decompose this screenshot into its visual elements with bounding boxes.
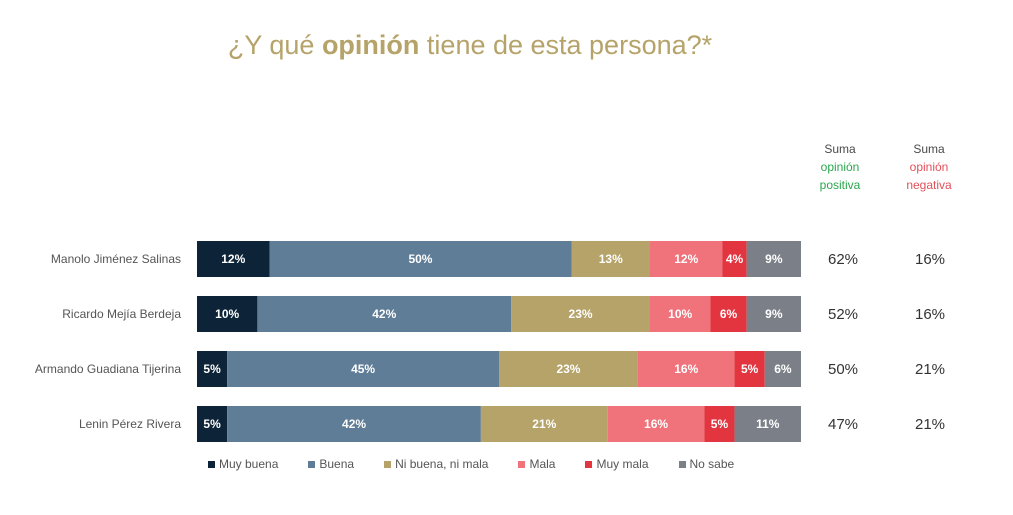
data-label: 23% [569, 307, 593, 321]
category-label: Armando Guadiana Tijerina [35, 362, 181, 376]
bar-segment-ni-buena-ni-mala [571, 241, 650, 277]
negative-header-line3: negativa [906, 178, 952, 192]
negative-header-line1: Suma [913, 142, 945, 156]
bar-segment-muy-buena [197, 241, 270, 277]
data-label: 42% [372, 307, 396, 321]
legend-item-buena: Buena [308, 457, 354, 471]
data-label: 10% [668, 307, 692, 321]
legend-swatch [384, 460, 392, 468]
legend-item-muy-buena: Muy buena [208, 457, 278, 471]
data-label: 12% [221, 252, 245, 266]
legend-item-mala: Mala [518, 457, 555, 471]
bar-segment-ni-buena-ni-mala [480, 406, 608, 442]
title-prefix: ¿Y qué [227, 30, 315, 60]
negative-sum-value: 16% [915, 251, 945, 268]
bar-segment-ni-buena-ni-mala [511, 296, 650, 332]
data-label: 23% [556, 362, 580, 376]
data-label: 6% [774, 362, 792, 376]
negative-header-line2: opinión [909, 160, 949, 174]
bar-segment-mala [637, 351, 735, 387]
data-label: 12% [674, 252, 698, 266]
data-label: 16% [644, 417, 668, 431]
bar-segment-muy-mala [722, 241, 747, 277]
legend-label: Mala [529, 457, 556, 471]
bar-segment-muy-mala [710, 296, 747, 332]
bar-segment-muy-mala [704, 406, 735, 442]
title-suffix: tiene de esta persona?* [426, 30, 713, 60]
legend-swatch [208, 460, 215, 468]
positive-header-line3: positiva [819, 178, 861, 192]
data-label: 16% [674, 362, 698, 376]
data-label: 11% [756, 417, 780, 431]
legend-item-muy-mala: Muy mala [585, 457, 649, 471]
bar-segment-no-sabe [764, 351, 801, 387]
legend-label: Ni buena, ni mala [395, 457, 489, 471]
legend-swatch [678, 460, 686, 468]
data-label: 4% [726, 252, 744, 266]
negative-sum-header: Suma opinión negativa [889, 140, 969, 194]
category-label: Manolo Jiménez Salinas [51, 252, 181, 266]
positive-sum-value: 47% [828, 416, 858, 433]
legend-label: No sabe [689, 457, 735, 471]
positive-header-line1: Suma [824, 142, 856, 156]
legend-item-no-sabe: No sabe [678, 457, 735, 471]
data-label: 5% [741, 362, 759, 376]
bar-segment-muy-buena [197, 351, 228, 387]
negative-sum-value: 21% [915, 361, 945, 378]
bar-segment-no-sabe [746, 296, 801, 332]
bar-segment-buena [227, 351, 499, 387]
legend-item-ni-buena-ni-mala: Ni buena, ni mala [384, 457, 488, 471]
data-label: 42% [342, 417, 366, 431]
bar-segment-no-sabe [746, 241, 801, 277]
positive-header-line2: opinión [820, 160, 860, 174]
category-label: Ricardo Mejía Berdeja [62, 307, 181, 321]
legend-swatch [308, 460, 316, 468]
negative-sum-value: 16% [915, 306, 945, 323]
category-label: Lenin Pérez Rivera [79, 417, 181, 431]
legend-label: Buena [319, 457, 355, 471]
title-bold: opinión [321, 30, 420, 60]
data-label: 21% [532, 417, 556, 431]
chart-legend: Muy buena Buena Ni buena, ni mala Mala Muy m… [208, 457, 764, 471]
data-label: 10% [215, 307, 239, 321]
positive-sum-value: 50% [828, 361, 858, 378]
bar-segment-mala [607, 406, 705, 442]
data-label: 45% [351, 362, 375, 376]
data-label: 50% [408, 252, 432, 266]
data-label: 6% [720, 307, 738, 321]
bar-segment-mala [650, 241, 723, 277]
chart-title: ¿Y qué opinión tiene de esta persona?* [0, 30, 940, 61]
data-label: 5% [711, 417, 729, 431]
data-label: 13% [599, 252, 623, 266]
bar-segment-muy-buena [197, 406, 228, 442]
bar-segment-buena [269, 241, 572, 277]
bar-segment-buena [257, 296, 512, 332]
bar-segment-mala [650, 296, 711, 332]
positive-sum-header: Suma opinión positiva [800, 140, 880, 194]
bar-segment-no-sabe [734, 406, 801, 442]
bar-segment-ni-buena-ni-mala [499, 351, 638, 387]
legend-swatch [518, 460, 526, 468]
bar-segment-muy-buena [197, 296, 258, 332]
data-label: 5% [203, 417, 221, 431]
legend-label: Muy buena [219, 457, 279, 471]
data-label: 5% [203, 362, 221, 376]
legend-label: Muy mala [596, 457, 649, 471]
bar-segment-muy-mala [734, 351, 765, 387]
data-label: 9% [765, 307, 783, 321]
negative-sum-value: 21% [915, 416, 945, 433]
legend-swatch [585, 460, 593, 468]
positive-sum-value: 62% [828, 251, 858, 268]
bar-segment-buena [227, 406, 481, 442]
data-label: 9% [765, 252, 783, 266]
positive-sum-value: 52% [828, 306, 858, 323]
